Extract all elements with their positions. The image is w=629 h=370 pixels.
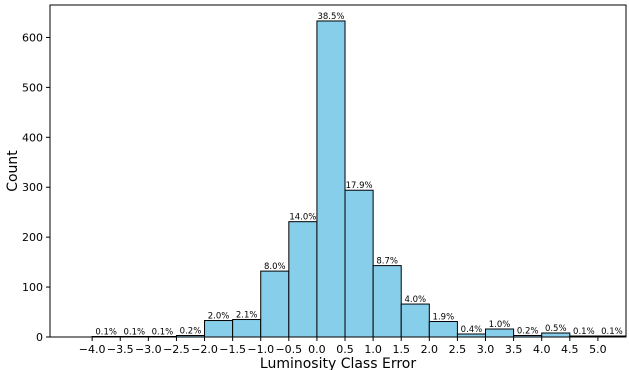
- bar-label: 1.9%: [433, 313, 455, 323]
- y-axis-title: Count: [5, 150, 21, 192]
- bar-label: 0.2%: [517, 327, 539, 337]
- bar-label: 17.9%: [346, 181, 373, 191]
- bar: [344, 189, 374, 338]
- bar-label: 38.5%: [317, 12, 344, 22]
- x-axis-ticks: −4.0 −3.5 −3.0 −2.5 −2.0 −1.5 −1.0 −0.5 0.0 0.5 1.…: [79, 337, 607, 356]
- bar-label: 0.1%: [573, 327, 595, 337]
- bar-label: 2.0%: [208, 312, 230, 322]
- y-axis-ticks: 0 100 200 300 400 500 600: [22, 31, 50, 344]
- bar-label: 8.0%: [264, 262, 286, 272]
- bar-label: 2.1%: [236, 311, 258, 321]
- y-tick-label: 200: [22, 231, 43, 244]
- bar: [372, 265, 402, 338]
- y-tick-label: 300: [22, 181, 43, 194]
- y-tick-label: 400: [22, 131, 43, 144]
- bar-labels-group: 0.1% 0.1% 0.1% 0.2% 2.0% 2.1% 8.0% 14.0% 38.5% 17…: [95, 12, 622, 338]
- x-tick-label: −2.0: [191, 343, 218, 356]
- x-tick-label: −3.0: [135, 343, 162, 356]
- bar-label: 0.1%: [95, 328, 117, 338]
- x-tick-label: 1.5: [392, 343, 410, 356]
- bar: [400, 303, 430, 338]
- bars-group: [91, 20, 627, 338]
- x-tick-label: 5.0: [589, 343, 607, 356]
- y-tick-label: 0: [36, 331, 43, 344]
- bar-label: 4.0%: [404, 295, 426, 305]
- x-tick-label: 0.5: [336, 343, 354, 356]
- bar: [316, 20, 346, 338]
- bar: [260, 270, 290, 338]
- x-tick-label: −1.0: [247, 343, 274, 356]
- x-tick-label: 1.0: [364, 343, 382, 356]
- bar-label: 0.2%: [180, 327, 202, 337]
- bar: [485, 328, 515, 338]
- x-tick-label: 2.5: [449, 343, 467, 356]
- bar-label: 1.0%: [489, 320, 511, 330]
- bar: [232, 319, 262, 338]
- x-tick-label: 4.5: [561, 343, 579, 356]
- bar-label: 8.7%: [376, 257, 398, 267]
- x-tick-label: −1.5: [219, 343, 246, 356]
- x-tick-label: −0.5: [275, 343, 302, 356]
- bar-label: 0.5%: [545, 324, 567, 334]
- x-tick-label: −2.5: [163, 343, 190, 356]
- bar: [428, 321, 458, 338]
- x-tick-label: 3.0: [477, 343, 495, 356]
- bar-label: 0.1%: [152, 328, 174, 338]
- x-tick-label: −3.5: [107, 343, 134, 356]
- x-axis-title: Luminosity Class Error: [260, 356, 416, 370]
- bar: [204, 320, 234, 338]
- x-tick-label: −4.0: [79, 343, 106, 356]
- bar-label: 0.1%: [123, 328, 145, 338]
- bar-label: 0.1%: [601, 327, 623, 337]
- bar: [288, 221, 318, 338]
- bar-label: 14.0%: [289, 213, 316, 223]
- plot-frame: [49, 4, 627, 338]
- x-tick-label: 4.0: [533, 343, 551, 356]
- x-tick-label: 0.0: [308, 343, 326, 356]
- x-tick-label: 2.0: [421, 343, 439, 356]
- x-tick-label: 3.5: [505, 343, 523, 356]
- y-tick-label: 100: [22, 281, 43, 294]
- y-tick-label: 500: [22, 81, 43, 94]
- y-tick-label: 600: [22, 31, 43, 44]
- bar-label: 0.4%: [461, 325, 483, 335]
